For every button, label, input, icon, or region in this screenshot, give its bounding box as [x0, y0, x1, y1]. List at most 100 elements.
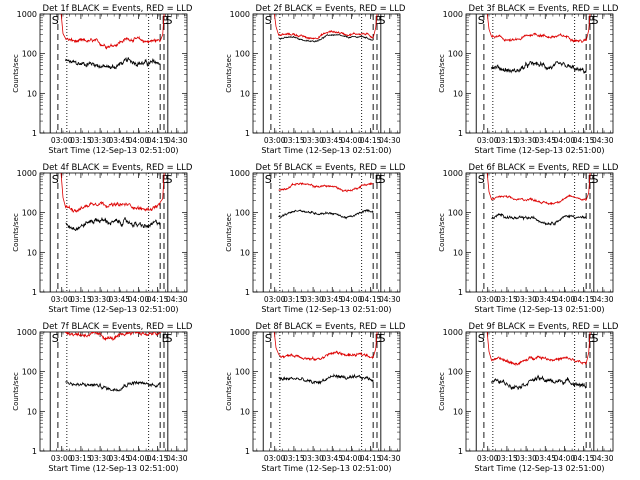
x-tick-label: 04:15: [360, 136, 382, 145]
x-tick-label: 03:30: [302, 454, 324, 463]
plot-frame: [465, 13, 614, 134]
x-tick-label: 03:15: [283, 295, 305, 304]
x-tick-label: 03:45: [534, 136, 556, 145]
x-tick-label: 03:00: [264, 454, 286, 463]
plot-frame: [39, 172, 188, 293]
time-marker-label: S: [478, 332, 485, 345]
x-tick-label: 04:00: [128, 295, 150, 304]
x-tick-label: 03:15: [70, 295, 92, 304]
x-tick-label: 04:30: [379, 295, 401, 304]
x-tick-label: 03:15: [496, 454, 518, 463]
events-series-line: [491, 374, 587, 391]
x-axis-title: Start Time (12-Sep-13 02:51:00): [48, 146, 178, 155]
events-series-line: [278, 33, 374, 43]
panel-title: Det 5f BLACK = Events, RED = LLD: [256, 163, 406, 173]
panel-title: Det 3f BLACK = Events, RED = LLD: [469, 4, 619, 14]
plot-frame: [252, 172, 401, 293]
panel-title: Det 9f BLACK = Events, RED = LLD: [469, 322, 619, 332]
x-tick-label: 03:30: [515, 454, 537, 463]
x-tick-label: 03:30: [89, 295, 111, 304]
x-tick-label: 04:15: [360, 454, 382, 463]
y-tick-label: 1000: [17, 10, 37, 19]
time-marker-label: S: [265, 14, 272, 27]
detector-panel: Det 4f BLACK = Events, RED = LLD 1 10 100 10…: [12, 163, 193, 314]
x-tick-label: 03:30: [515, 295, 537, 304]
events-series-line: [491, 60, 587, 74]
time-marker-label: S: [591, 332, 598, 345]
x-tick-label: 04:15: [573, 136, 595, 145]
time-marker-label: S: [165, 332, 172, 345]
lld-series-line: [60, 173, 165, 214]
x-tick-label: 04:00: [341, 295, 363, 304]
y-tick-label: 10: [240, 248, 250, 257]
x-tick-label: 03:15: [496, 136, 518, 145]
time-marker-label: E: [588, 332, 595, 345]
time-marker-label: S: [52, 332, 59, 345]
x-tick-label: 03:45: [108, 295, 130, 304]
panel-title: Det 2f BLACK = Events, RED = LLD: [256, 4, 406, 14]
x-tick-label: 04:30: [166, 136, 188, 145]
y-tick-label: 10: [27, 89, 37, 98]
x-tick-label: 03:30: [302, 136, 324, 145]
x-tick-label: 04:15: [147, 454, 169, 463]
panel-title: Det 6f BLACK = Events, RED = LLD: [469, 163, 619, 173]
x-tick-label: 03:30: [89, 136, 111, 145]
y-axis-title: Counts/sec: [225, 213, 233, 252]
y-axis-title: Counts/sec: [12, 54, 20, 93]
plot-frame: [465, 172, 614, 293]
x-tick-label: 03:30: [515, 136, 537, 145]
time-marker-label: E: [588, 14, 595, 27]
x-tick-label: 04:30: [166, 454, 188, 463]
events-series-line: [278, 373, 374, 385]
x-axis-title: Start Time (12-Sep-13 02:51:00): [261, 305, 391, 314]
time-marker-label: S: [265, 332, 272, 345]
y-tick-label: 1000: [230, 169, 250, 178]
x-tick-label: 03:00: [51, 454, 73, 463]
time-marker-label: S: [165, 173, 172, 186]
x-tick-label: 03:30: [302, 295, 324, 304]
events-series-line: [278, 208, 374, 220]
x-tick-label: 03:00: [477, 136, 499, 145]
time-marker-label: S: [591, 173, 598, 186]
y-tick-label: 100: [235, 368, 250, 377]
y-tick-label: 100: [22, 209, 37, 218]
x-tick-label: 03:00: [51, 295, 73, 304]
time-marker-label: S: [265, 173, 272, 186]
y-tick-label: 1: [32, 288, 37, 297]
x-tick-label: 04:30: [592, 454, 614, 463]
x-tick-label: 03:15: [496, 295, 518, 304]
y-tick-label: 100: [235, 50, 250, 59]
y-tick-label: 100: [448, 209, 463, 218]
time-marker-label: E: [588, 173, 595, 186]
panel-title: Det 4f BLACK = Events, RED = LLD: [43, 163, 193, 173]
x-axis-title: Start Time (12-Sep-13 02:51:00): [48, 305, 178, 314]
plot-frame: [39, 331, 188, 452]
y-axis-title: Counts/sec: [225, 372, 233, 411]
x-tick-label: 03:45: [108, 454, 130, 463]
y-axis-title: Counts/sec: [438, 372, 446, 411]
x-tick-label: 04:15: [573, 454, 595, 463]
y-tick-label: 10: [453, 89, 463, 98]
events-series-line: [65, 380, 161, 392]
x-tick-label: 04:15: [360, 295, 382, 304]
plot-frame: [252, 13, 401, 134]
lld-series-line: [273, 14, 378, 40]
x-tick-label: 03:45: [108, 136, 130, 145]
plot-frame: [39, 13, 188, 134]
detector-panel: Det 8f BLACK = Events, RED = LLD 1 10 100 10…: [225, 322, 406, 473]
time-marker-label: E: [375, 14, 382, 27]
time-marker-label: S: [378, 173, 385, 186]
y-axis-title: Counts/sec: [438, 213, 446, 252]
y-tick-label: 1: [32, 129, 37, 138]
x-tick-label: 04:30: [166, 295, 188, 304]
time-marker-label: S: [478, 173, 485, 186]
y-tick-label: 1: [245, 288, 250, 297]
y-tick-label: 1: [245, 129, 250, 138]
y-tick-label: 1: [245, 447, 250, 456]
x-tick-label: 03:45: [321, 136, 343, 145]
detector-panel: Det 3f BLACK = Events, RED = LLD 1 10 100 10…: [438, 4, 619, 155]
y-axis-title: Counts/sec: [225, 54, 233, 93]
panel-title: Det 7f BLACK = Events, RED = LLD: [43, 322, 193, 332]
time-marker-label: S: [591, 14, 598, 27]
x-tick-label: 03:45: [321, 295, 343, 304]
